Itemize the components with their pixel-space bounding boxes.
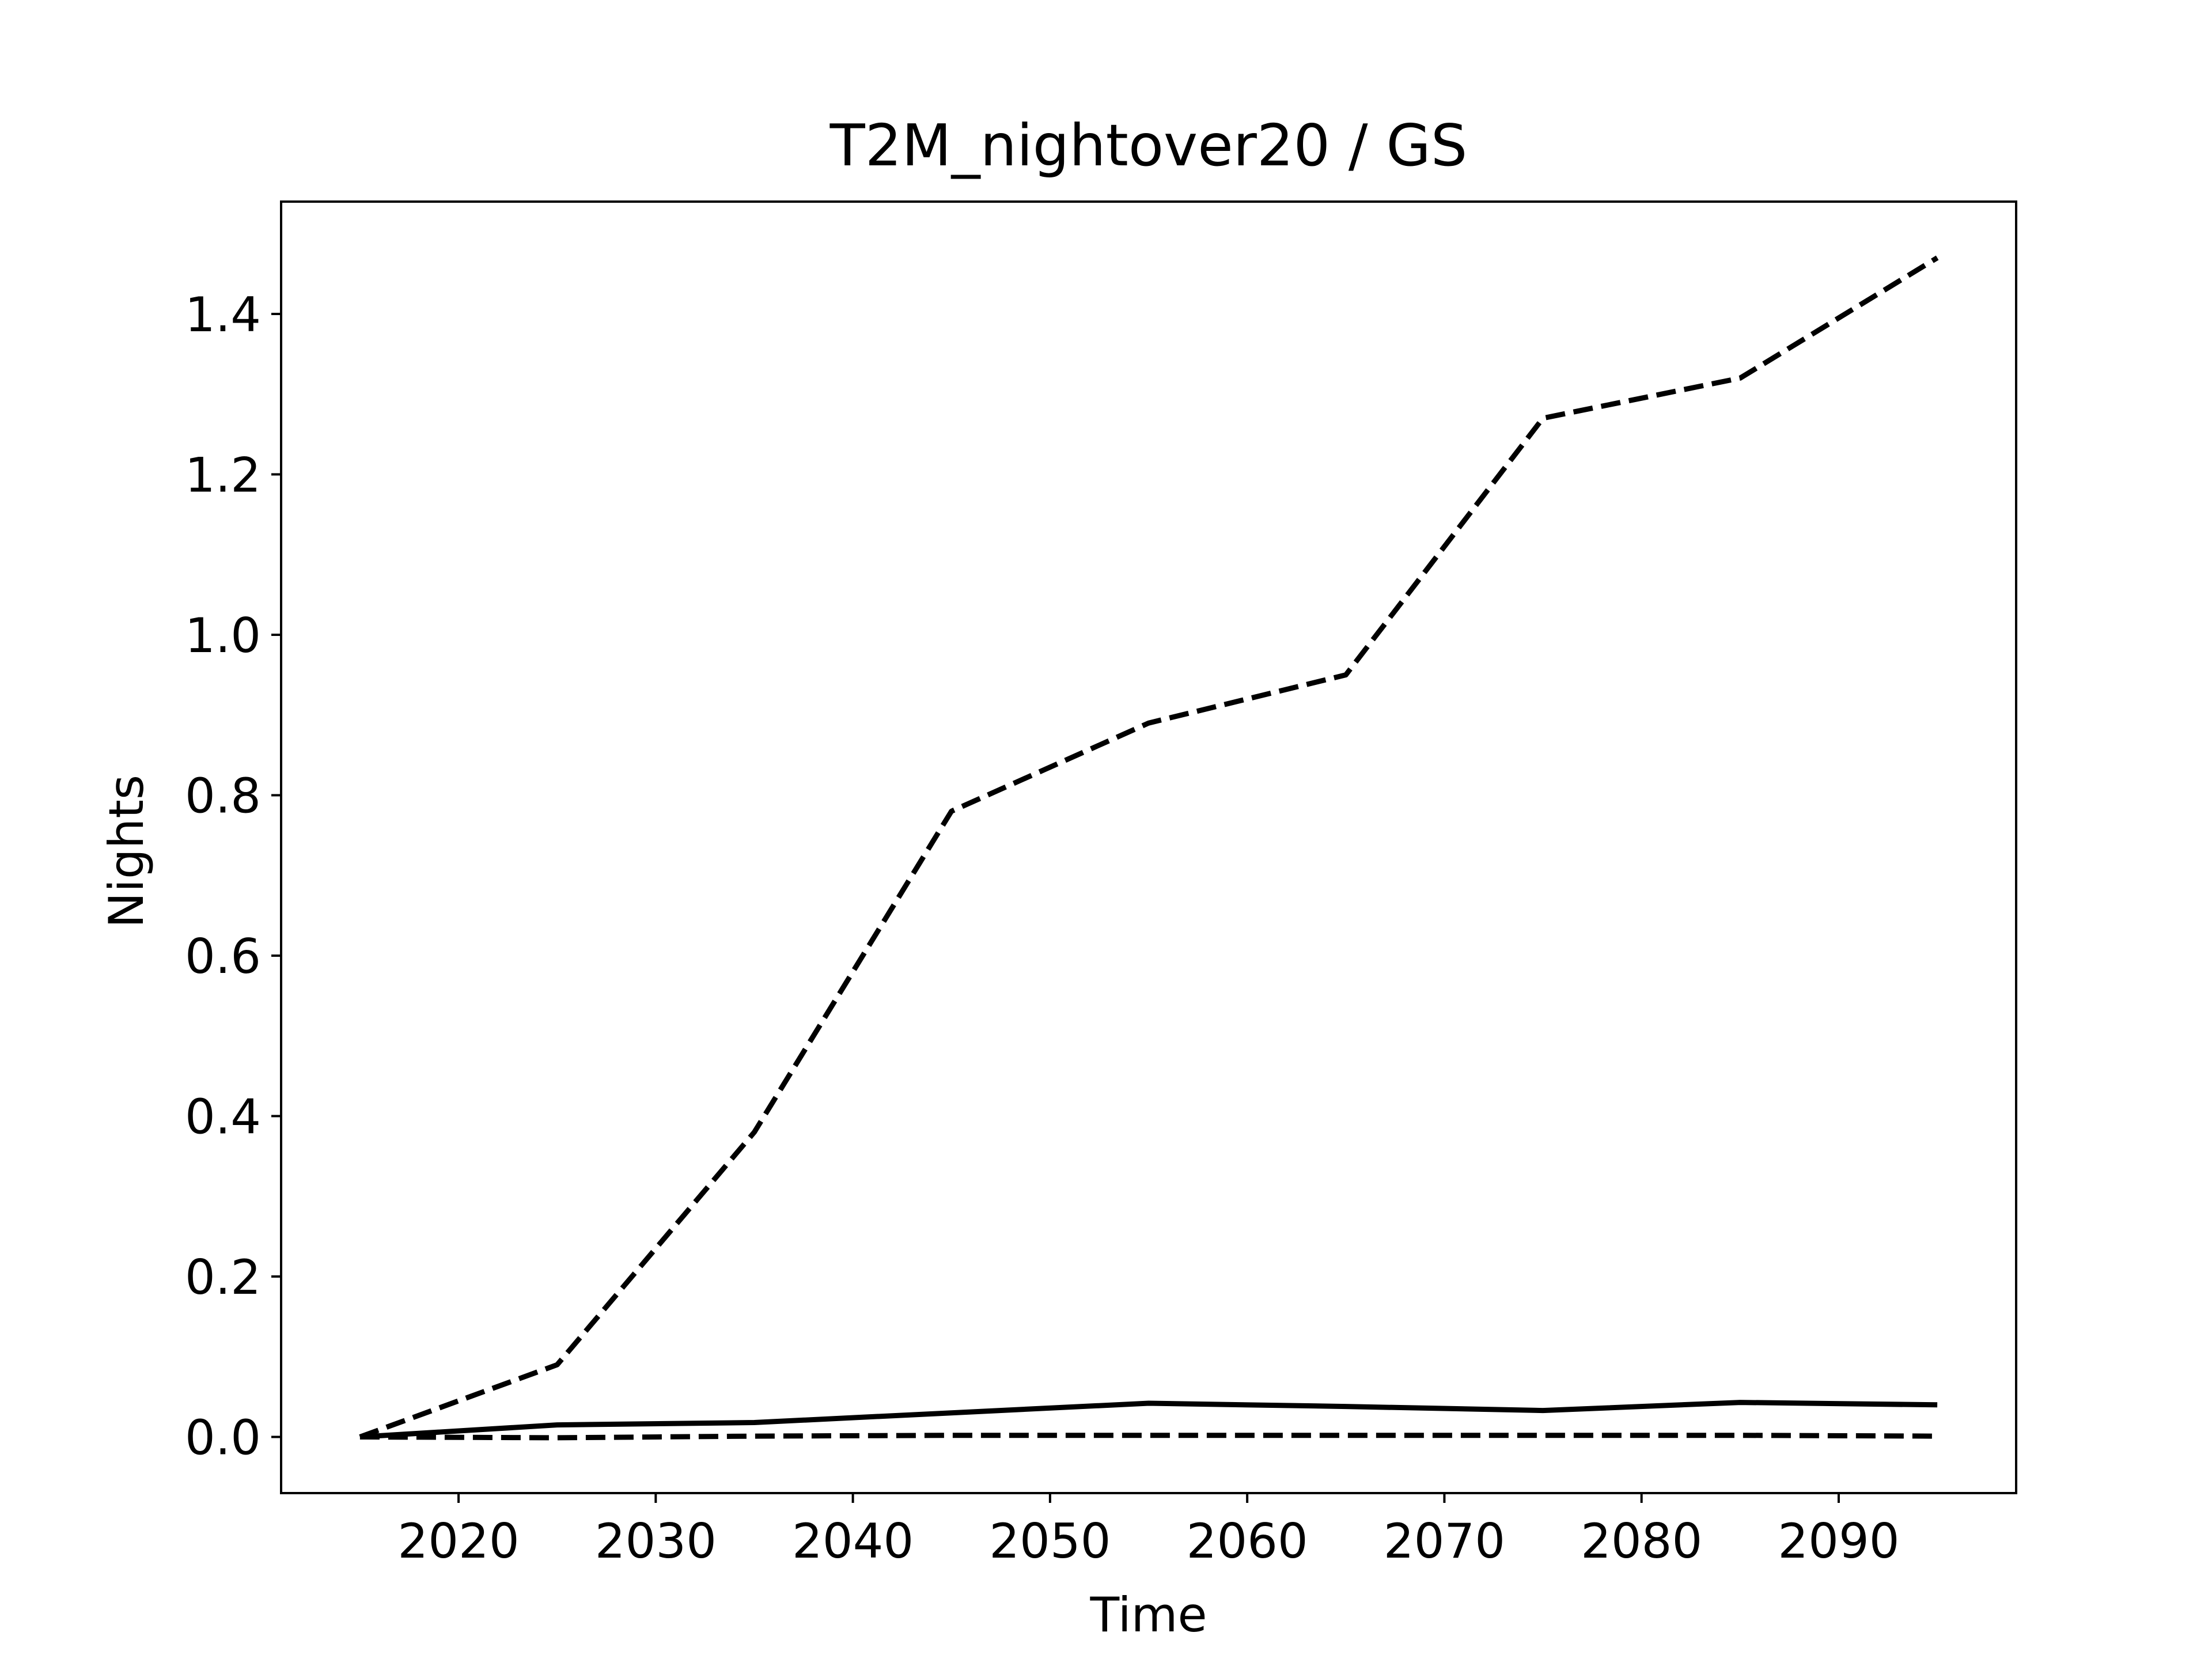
x-tick-label: 2020 bbox=[397, 1513, 519, 1569]
y-tick-label: 1.4 bbox=[185, 287, 261, 343]
y-axis-title: Nights bbox=[99, 775, 154, 928]
y-tick-label: 0.6 bbox=[185, 929, 261, 984]
y-tick-label: 0.4 bbox=[185, 1089, 261, 1145]
axis-ticks: 2020 2030 2040 2050 2060 2070 2080 2090 0.0 0.2 0.… bbox=[185, 287, 1900, 1569]
x-tick-label: 2070 bbox=[1384, 1513, 1505, 1569]
chart-title: T2M_nightover20 / GS bbox=[830, 112, 1468, 179]
x-tick-label: 2060 bbox=[1187, 1513, 1308, 1569]
y-tick-label: 1.2 bbox=[185, 447, 261, 503]
y-tick-label: 0.0 bbox=[185, 1410, 261, 1466]
x-tick-label: 2080 bbox=[1581, 1513, 1702, 1569]
series-line-2 bbox=[359, 1400, 1938, 1440]
series-line-3 bbox=[359, 1433, 1938, 1441]
series-line-1 bbox=[359, 255, 1939, 1440]
y-tick-label: 0.2 bbox=[185, 1249, 261, 1305]
plot-frame bbox=[280, 200, 2017, 1494]
x-tick-label: 2040 bbox=[792, 1513, 914, 1569]
y-tick-label: 0.8 bbox=[185, 768, 261, 824]
x-tick-label: 2050 bbox=[989, 1513, 1111, 1569]
y-tick-label: 1.0 bbox=[185, 608, 261, 664]
x-tick-label: 2030 bbox=[595, 1513, 717, 1569]
x-tick-label: 2090 bbox=[1778, 1513, 1899, 1569]
chart-marks bbox=[359, 255, 1939, 1441]
x-axis-title: Time bbox=[1089, 1587, 1207, 1643]
